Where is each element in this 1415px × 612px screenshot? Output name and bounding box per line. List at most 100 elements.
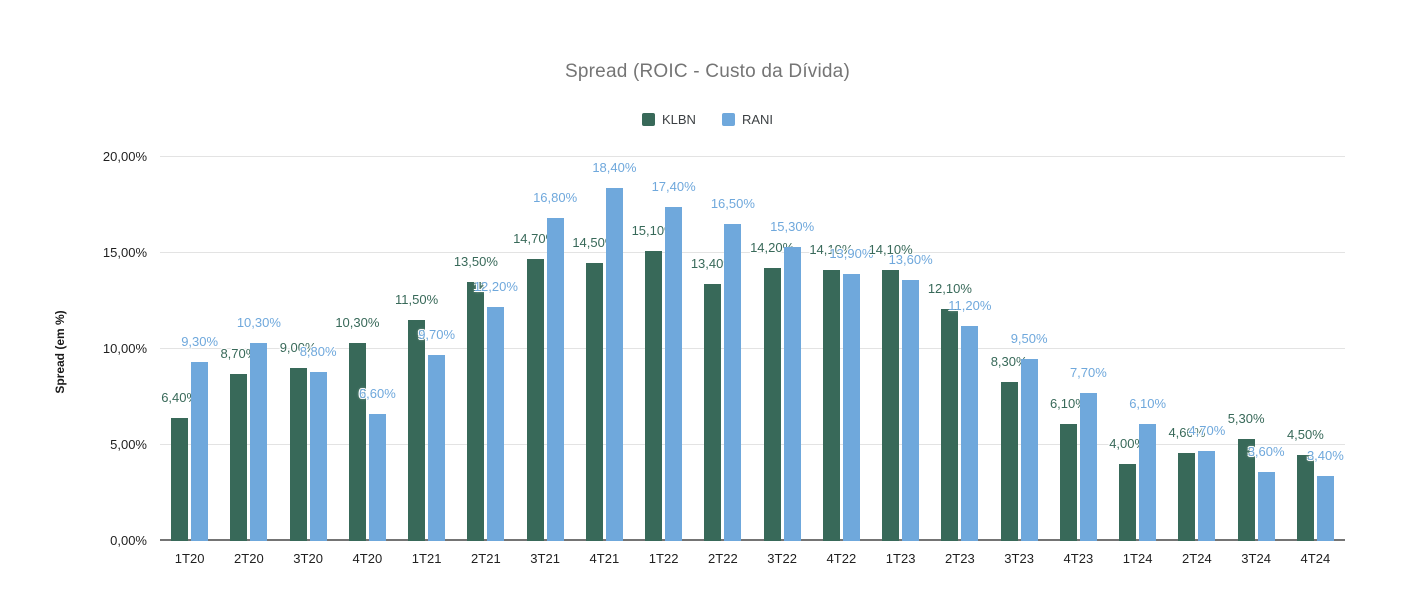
- x-axis-tick-label: 3T22: [767, 551, 797, 566]
- bar-rani-4T22: [842, 274, 860, 541]
- chart-title: Spread (ROIC - Custo da Dívida): [565, 61, 850, 82]
- data-label-klbn-4T22: 14,10%: [809, 242, 854, 258]
- bar-klbn-1T22: [645, 251, 663, 541]
- bar-group-1T24: 4,00% 6,10% 1T24: [1108, 157, 1167, 566]
- y-axis-tick-label: 5,00%: [110, 437, 147, 452]
- bar-rani-3T23: [1020, 358, 1038, 541]
- x-axis-tick-label: 4T20: [352, 551, 383, 566]
- x-axis-tick-label: 1T24: [1122, 551, 1153, 566]
- data-label-rani-2T20: 10,30%: [236, 315, 281, 331]
- bar-klbn-4T21: [585, 262, 603, 541]
- y-axis-tick-label: 15,00%: [102, 245, 147, 260]
- data-label-klbn-4T23: 6,10%: [1049, 395, 1087, 411]
- data-label-rani-4T23: 7,70%: [1069, 365, 1107, 381]
- x-axis-tick-label: 2T23: [945, 551, 975, 566]
- data-label-klbn-2T23: 12,10%: [927, 280, 972, 296]
- y-axis-tick-label: 20,00%: [102, 149, 147, 164]
- data-label-rani-1T21: 9,70%: [418, 326, 456, 342]
- data-label-klbn-2T21: 13,50%: [453, 253, 498, 269]
- y-axis-tick-label: 0,00%: [110, 533, 147, 548]
- x-axis-tick-label: 4T24: [1300, 551, 1331, 566]
- data-label-klbn-3T23: 8,30%: [990, 353, 1028, 369]
- x-axis-tick-label: 2T21: [471, 551, 501, 566]
- data-label-rani-1T20: 9,30%: [181, 334, 219, 350]
- bar-rani-4T20: [368, 414, 386, 541]
- x-axis-tick-label: 4T21: [589, 551, 620, 566]
- x-axis-baseline: [160, 539, 1345, 541]
- x-axis-tick-label: 3T20: [293, 551, 323, 566]
- gridline: [160, 156, 1345, 157]
- bar-group-3T21: 14,70% 16,80% 3T21: [513, 157, 577, 566]
- data-label-klbn-2T24: 4,60%: [1168, 424, 1206, 440]
- y-axis-tick-label: 10,00%: [102, 341, 147, 356]
- bar-group-3T24: 5,30% 3,60% 3T24: [1227, 157, 1286, 566]
- bar-klbn-4T20: [348, 343, 366, 541]
- bar-group-2T20: 8,70% 10,30% 2T20: [219, 157, 280, 566]
- x-axis-tick-label: 3T24: [1241, 551, 1271, 566]
- bar-group-2T24: 4,60% 4,70% 2T24: [1167, 157, 1226, 566]
- data-label-klbn-4T20: 10,30%: [335, 315, 380, 331]
- bar-rani-2T22: [724, 224, 742, 541]
- chart-legend: KLBN RANI: [0, 112, 1415, 127]
- bar-klbn-3T24: [1237, 439, 1255, 541]
- x-axis-tick-label: 2T22: [708, 551, 738, 566]
- x-axis-tick-label: 4T22: [826, 551, 857, 566]
- bar-group-3T22: 14,20% 15,30% 3T22: [750, 157, 814, 566]
- bar-group-3T23: 8,30% 9,50% 3T23: [990, 157, 1049, 566]
- bar-rani-2T23: [961, 325, 979, 541]
- data-label-klbn-1T23: 14,10%: [868, 242, 913, 258]
- x-axis-tick-label: 3T23: [1004, 551, 1034, 566]
- data-label-klbn-3T24: 5,30%: [1227, 411, 1265, 427]
- bar-rani-1T23: [902, 279, 920, 541]
- data-label-rani-4T21: 18,40%: [592, 159, 637, 175]
- bar-klbn-4T23: [1059, 423, 1077, 541]
- data-label-klbn-2T22: 13,40%: [690, 255, 735, 271]
- bar-group-4T21: 14,50% 18,40% 4T21: [572, 157, 636, 566]
- bar-klbn-3T21: [526, 258, 544, 541]
- bar-klbn-1T23: [882, 270, 900, 541]
- bar-rani-4T23: [1079, 393, 1097, 541]
- legend-label-rani: RANI: [741, 112, 774, 127]
- bar-rani-1T24: [1139, 423, 1157, 541]
- data-label-klbn-1T20: 6,40%: [161, 390, 199, 406]
- bar-group-4T22: 14,10% 13,90% 4T22: [809, 157, 873, 566]
- data-label-rani-3T23: 9,50%: [1010, 330, 1048, 346]
- data-label-klbn-4T21: 14,50%: [572, 234, 617, 250]
- bar-rani-3T21: [546, 218, 564, 541]
- bar-rani-3T22: [783, 247, 801, 541]
- data-label-klbn-3T22: 14,20%: [750, 240, 795, 256]
- data-label-rani-4T20: 6,60%: [358, 386, 396, 402]
- bar-rani-3T24: [1257, 471, 1275, 541]
- bar-rani-4T24: [1316, 475, 1334, 541]
- legend-item-rani: RANI: [721, 112, 774, 127]
- bar-group-1T21: 11,50% 9,70% 1T21: [395, 157, 456, 566]
- bar-klbn-2T23: [941, 308, 959, 541]
- data-label-klbn-1T24: 4,00%: [1109, 436, 1147, 452]
- bar-klbn-3T22: [763, 268, 781, 541]
- data-label-klbn-1T21: 11,50%: [395, 292, 439, 308]
- bar-group-2T21: 13,50% 12,20% 2T21: [454, 157, 518, 566]
- bar-klbn-4T22: [822, 270, 840, 541]
- bar-klbn-3T23: [1000, 381, 1018, 541]
- bar-klbn-1T24: [1119, 464, 1137, 541]
- data-label-rani-3T21: 16,80%: [533, 190, 578, 206]
- bar-klbn-1T21: [408, 320, 426, 541]
- bar-group-2T22: 13,40% 16,50% 2T22: [691, 157, 755, 566]
- bar-group-1T23: 14,10% 13,60% 1T23: [869, 157, 933, 566]
- data-label-rani-2T21: 12,20%: [473, 278, 518, 294]
- bar-group-1T22: 15,10% 17,40% 1T22: [632, 157, 696, 566]
- bar-group-4T23: 6,10% 7,70% 4T23: [1049, 157, 1108, 566]
- x-axis-tick-label: 3T21: [530, 551, 560, 566]
- data-label-klbn-1T22: 15,10%: [631, 223, 676, 239]
- bar-group-4T20: 10,30% 6,60% 4T20: [335, 157, 397, 566]
- legend-label-klbn: KLBN: [661, 112, 696, 127]
- data-label-rani-3T22: 15,30%: [770, 219, 815, 235]
- bar-rani-3T20: [309, 372, 327, 541]
- legend-swatch-rani: [721, 113, 735, 126]
- data-label-klbn-3T20: 9,00%: [279, 340, 317, 356]
- x-axis-tick-label: 1T22: [648, 551, 679, 566]
- data-label-klbn-4T24: 4,50%: [1286, 426, 1324, 442]
- data-label-rani-2T24: 4,70%: [1188, 422, 1226, 438]
- data-label-rani-3T24: 3,60%: [1247, 443, 1285, 459]
